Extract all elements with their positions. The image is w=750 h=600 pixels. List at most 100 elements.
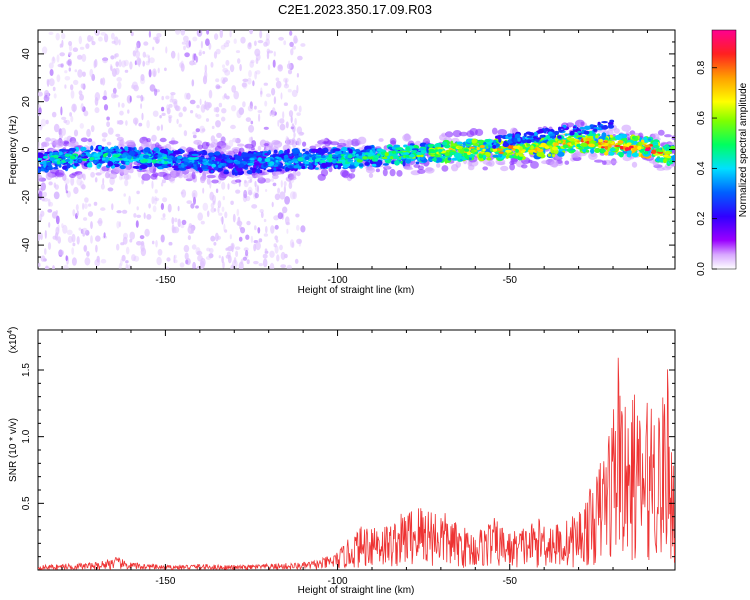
heatmap-cell: [283, 185, 286, 194]
heatmap-cell: [147, 55, 150, 64]
heatmap-cell: [593, 128, 598, 132]
colorbar-ticks: 0.0 0.2 0.4 0.6 0.8: [696, 60, 717, 276]
heatmap-cell: [500, 165, 509, 172]
heatmap-cell: [48, 201, 54, 207]
heatmap-cell: [86, 251, 90, 257]
heatmap-cell: [257, 145, 262, 151]
heatmap-cell: [73, 104, 76, 113]
heatmap-cell: [155, 240, 158, 248]
heatmap-cell: [260, 158, 266, 162]
heatmap-cell: [218, 255, 221, 259]
heatmap-cell: [167, 203, 172, 213]
heatmap-cell: [146, 138, 151, 143]
heatmap-cell: [96, 220, 103, 224]
heatmap-cell: [265, 32, 270, 41]
heatmap-cell: [250, 159, 255, 163]
heatmap-cell: [102, 153, 107, 158]
heatmap-cell: [105, 157, 109, 161]
heatmap-cell: [68, 51, 72, 56]
heatmap-cell: [55, 215, 60, 225]
heatmap-cell: [45, 266, 50, 269]
heatmap-cell: [285, 121, 289, 129]
heatmap-cell: [111, 32, 115, 40]
heatmap-cell: [152, 110, 159, 117]
heatmap-cell: [212, 200, 216, 205]
heatmap-cell: [140, 103, 143, 109]
heatmap-cell: [118, 262, 122, 269]
heatmap-cell: [104, 146, 109, 151]
heatmap-cell: [223, 223, 226, 232]
heatmap-cell: [242, 101, 246, 108]
snr-y-ticks: 0.5 1.0 1.5: [21, 329, 675, 571]
heatmap-cell: [583, 125, 591, 130]
heatmap-cell: [455, 161, 461, 168]
heatmap-cell: [244, 143, 254, 149]
heatmap-cell: [234, 155, 242, 161]
heatmap-cell: [657, 129, 665, 136]
heatmap-cell: [608, 151, 615, 156]
heatmap-cell: [265, 189, 268, 192]
heatmap-cell: [338, 138, 346, 143]
heatmap-cell: [349, 159, 354, 162]
heatmap-cell: [117, 81, 122, 90]
heatmap-cell: [289, 191, 296, 200]
heatmap-cell: [580, 121, 585, 126]
heatmap-cell: [341, 159, 346, 164]
heatmap-cell: [159, 137, 167, 143]
heatmap-cell: [233, 257, 237, 264]
heatmap-cell: [180, 30, 186, 36]
heatmap-panel: -150 -100 -50 -40 -20 0 20 40 Height of straig…: [8, 29, 676, 296]
heatmap-cell: [104, 171, 110, 179]
x-tick-label: -100: [328, 275, 348, 286]
heatmap-cell: [235, 50, 241, 54]
heatmap-cell: [285, 216, 290, 225]
heatmap-cell: [168, 116, 172, 124]
heatmap-cell: [60, 106, 63, 116]
heatmap-cell: [662, 158, 667, 164]
heatmap-cell: [235, 250, 239, 257]
heatmap-cell: [188, 40, 191, 48]
heatmap-cell: [114, 53, 117, 59]
heatmap-cell: [525, 139, 532, 144]
heatmap-cell: [237, 216, 241, 225]
heatmap-cell: [156, 157, 164, 160]
heatmap-cell: [221, 181, 226, 190]
heatmap-cell: [526, 135, 533, 139]
heatmap-cell: [240, 36, 246, 44]
heatmap-cell: [156, 125, 160, 131]
heatmap-cell: [69, 155, 76, 160]
heatmap-cell: [282, 206, 288, 214]
heatmap-cell: [391, 160, 395, 165]
heatmap-cell: [273, 215, 279, 221]
heatmap-cell: [151, 196, 155, 205]
heatmap-cell: [196, 114, 202, 120]
heatmap-cell: [409, 154, 415, 158]
heatmap-cell: [66, 60, 72, 66]
heatmap-cell: [216, 85, 222, 89]
heatmap-cell: [419, 156, 425, 161]
heatmap-cell: [133, 213, 137, 218]
heatmap-cell: [180, 63, 185, 72]
heatmap-cell: [604, 143, 609, 146]
snr-y-axis-label: SNR (10 * v/v): [8, 418, 19, 482]
heatmap-cell: [230, 242, 235, 250]
heatmap-cell: [273, 243, 277, 248]
heatmap-cell: [589, 140, 593, 144]
heatmap-cell: [58, 249, 65, 256]
heatmap-cell: [87, 138, 93, 143]
heatmap-cell: [183, 35, 189, 42]
heatmap-cell: [277, 187, 281, 194]
heatmap-cell: [152, 205, 157, 213]
heatmap-cell: [283, 181, 287, 187]
heatmap-cell: [125, 174, 132, 180]
heatmap-cell: [93, 201, 98, 206]
heatmap-cell: [256, 168, 261, 174]
heatmap-cell: [238, 151, 242, 157]
heatmap-cell: [121, 209, 128, 214]
heatmap-cell: [522, 136, 526, 141]
heatmap-cell: [280, 180, 283, 188]
heatmap-cell: [279, 118, 285, 124]
heatmap-cell: [269, 158, 273, 161]
colorbar: 0.0 0.2 0.4 0.6 0.8 Normalized spectral ampl…: [696, 29, 749, 276]
heatmap-cell: [271, 87, 276, 96]
